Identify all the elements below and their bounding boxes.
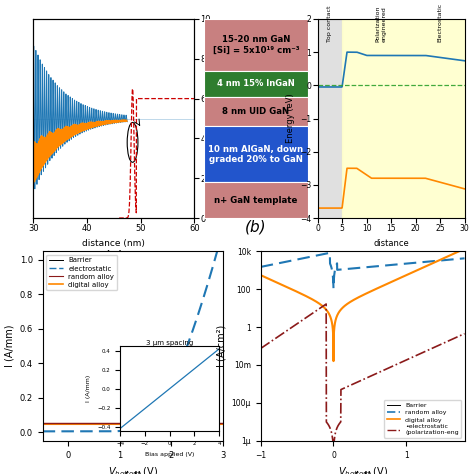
Y-axis label: charge density
(x 10¹⁹ cm⁻³): charge density (x 10¹⁹ cm⁻³) <box>212 90 232 147</box>
Text: n+ GaN template: n+ GaN template <box>214 196 298 205</box>
Legend: Barrier, electrostatic, random alloy, digital alloy: Barrier, electrostatic, random alloy, di… <box>46 255 117 291</box>
Text: Top contact: Top contact <box>328 6 332 42</box>
Text: 15-20 nm GaN
[Si] = 5x10¹⁹ cm⁻³: 15-20 nm GaN [Si] = 5x10¹⁹ cm⁻³ <box>213 35 299 55</box>
Bar <box>204 182 308 218</box>
Text: 8 nm UID GaN: 8 nm UID GaN <box>222 107 290 116</box>
Text: 4 nm 15% InGaN: 4 nm 15% InGaN <box>217 79 295 88</box>
X-axis label: $V_{bottom}$ (V): $V_{bottom}$ (V) <box>337 465 388 474</box>
X-axis label: distance: distance <box>373 239 409 248</box>
X-axis label: $V_{bottom}$ (V): $V_{bottom}$ (V) <box>108 465 158 474</box>
X-axis label: distance (nm): distance (nm) <box>82 239 145 248</box>
Text: (d): (d) <box>122 471 144 474</box>
Bar <box>204 71 308 97</box>
Text: (b): (b) <box>245 220 267 235</box>
Y-axis label: I (A/cm²): I (A/cm²) <box>216 325 226 367</box>
Bar <box>204 97 308 127</box>
Text: (a): (a) <box>103 250 125 265</box>
Text: Polarization
engineered: Polarization engineered <box>376 6 387 42</box>
Y-axis label: Energy (eV): Energy (eV) <box>285 94 294 143</box>
Bar <box>342 19 465 218</box>
Bar <box>204 127 308 182</box>
Text: Electrostatic: Electrostatic <box>438 3 443 42</box>
Y-axis label: I (A/mm): I (A/mm) <box>4 325 14 367</box>
Text: (d): (d) <box>352 471 374 474</box>
Text: 10 nm AlGaN, down
graded 20% to GaN: 10 nm AlGaN, down graded 20% to GaN <box>209 145 303 164</box>
Bar <box>204 19 308 71</box>
Legend: Barrier, random alloy, digital alloy, •electrostatic
(polarization-eng: Barrier, random alloy, digital alloy, •e… <box>384 400 461 438</box>
Bar <box>318 19 342 218</box>
